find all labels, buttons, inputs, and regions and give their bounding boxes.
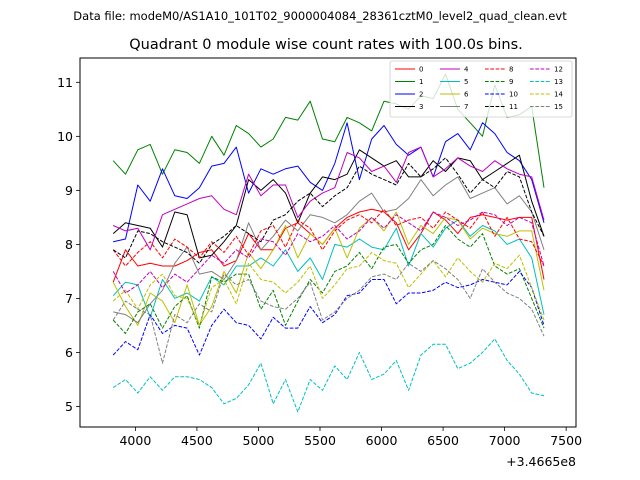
series-line-14: [112, 252, 545, 326]
legend-label-15: 15: [554, 103, 563, 111]
y-tick-label: 11: [57, 75, 73, 90]
legend-label-0: 0: [419, 66, 423, 74]
series-line-15: [112, 260, 545, 364]
y-tick-label: 6: [65, 345, 73, 360]
x-tick-label: 6500: [427, 433, 459, 448]
series-layer: [112, 73, 545, 413]
x-tick-label: 7500: [550, 433, 582, 448]
series-line-10: [112, 270, 545, 356]
x-offset-label: +3.4665e8: [506, 454, 576, 469]
x-tick-label: 5000: [243, 433, 275, 448]
series-line-1: [112, 73, 545, 188]
legend-label-10: 10: [509, 91, 518, 99]
legend-label-2: 2: [419, 91, 423, 99]
x-tick-label: 4000: [119, 433, 151, 448]
y-tick-label: 10: [57, 129, 73, 144]
series-line-11: [112, 157, 545, 264]
legend-label-11: 11: [509, 103, 518, 111]
x-tick-label: 6000: [366, 433, 398, 448]
x-tick-label: 7000: [489, 433, 521, 448]
legend-label-12: 12: [554, 66, 563, 74]
x-axis: 4000 4500 5000 5500 6000 6500 7000 7500: [119, 427, 582, 448]
legend-label-14: 14: [554, 91, 563, 99]
y-tick-label: 7: [65, 291, 73, 306]
legend-label-6: 6: [464, 91, 469, 99]
legend-label-8: 8: [509, 66, 513, 74]
legend-label-3: 3: [419, 103, 423, 111]
series-line-3: [112, 149, 545, 259]
legend-label-9: 9: [509, 78, 513, 86]
series-line-7: [113, 176, 545, 324]
x-tick-label: 5500: [304, 433, 336, 448]
plot-frame: [79, 57, 577, 428]
y-tick-label: 8: [65, 237, 73, 252]
legend-label-5: 5: [464, 78, 468, 86]
series-line-6: [112, 211, 545, 326]
legend-box: [389, 60, 573, 118]
x-tick-label: 4500: [181, 433, 213, 448]
y-tick-label: 9: [65, 183, 73, 198]
series-line-4: [112, 146, 545, 251]
legend-label-4: 4: [464, 66, 469, 74]
legend-label-13: 13: [554, 78, 563, 86]
chart-title: Quadrant 0 module wise count rates with …: [129, 37, 523, 53]
legend-label-1: 1: [419, 78, 423, 86]
y-tick-label: 5: [65, 399, 73, 414]
y-axis: 5 6 7 8 9 10 11: [57, 75, 80, 414]
data-file-label: Data file: modeM0/AS1A10_101T02_90000040…: [73, 9, 567, 23]
series-line-2: [113, 122, 545, 243]
series-line-5: [112, 219, 545, 318]
series-line-12: [112, 211, 545, 294]
legend-label-7: 7: [464, 103, 468, 111]
plot-area: [80, 58, 576, 427]
